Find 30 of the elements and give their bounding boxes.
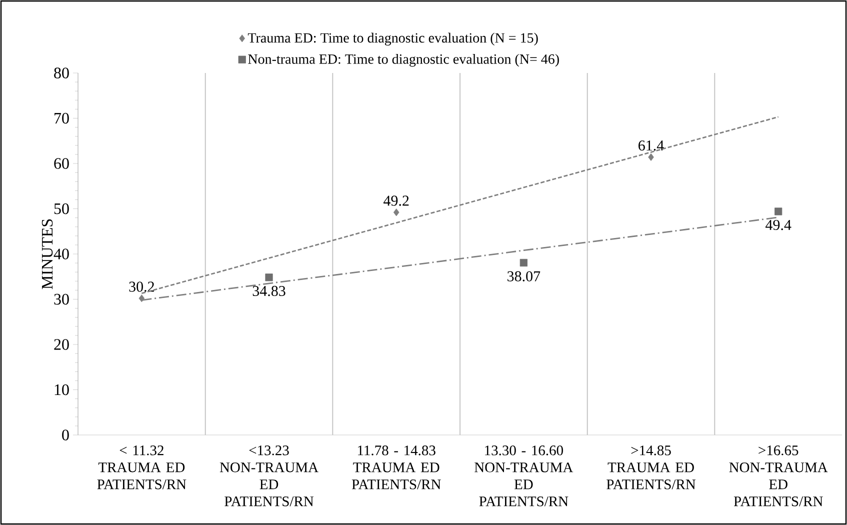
point [265,274,273,282]
data-label: 34.83 [252,286,286,296]
y-tick-label: 40 [54,248,69,260]
y-tick-label: 50 [54,203,69,214]
x-tick-label: 13.30 - 16.60 NON-TRAUMA ED PATIENTS/RN [474,446,574,506]
x-tick-label: >16.65 NON-TRAUMA ED PATIENTS/RN [729,446,828,506]
y-tick-label: 10 [54,384,69,396]
legend-label: Non-trauma ED: Time to diagnostic evaluation (N= 46) [248,54,559,67]
point [138,294,145,302]
point [648,153,654,161]
point [520,258,528,267]
data-label: 49.2 [384,196,409,206]
x-tick-label: >14.85 TRAUMA ED PATIENTS/RN [606,446,696,490]
point [774,208,782,216]
x-tick-label: <13.23 NON-TRAUMA ED PATIENTS/RN [220,446,318,506]
y-axis-title: MINUTES [42,219,53,290]
x-tick-label: 11.78 - 14.83 TRAUMA ED PATIENTS/RN [352,446,441,490]
y-tick-label: 60 [54,158,69,169]
y-tick-label: 70 [54,112,69,124]
y-tick-label: 30 [54,294,69,305]
data-label: 30.2 [129,282,154,292]
y-tick-label: 80 [54,68,69,78]
legend-label: Trauma ED: Time to diagnostic evaluation (N = 15) [248,32,538,46]
x-tick-label: < 11.32 TRAUMA ED PATIENTS/RN [97,446,186,490]
y-tick-label: 20 [54,339,69,350]
data-label: 61.4 [638,140,664,151]
point [393,208,400,216]
data-label: 49.4 [766,220,792,230]
y-tick-label: 0 [62,430,69,440]
data-label: 38.07 [508,271,540,282]
